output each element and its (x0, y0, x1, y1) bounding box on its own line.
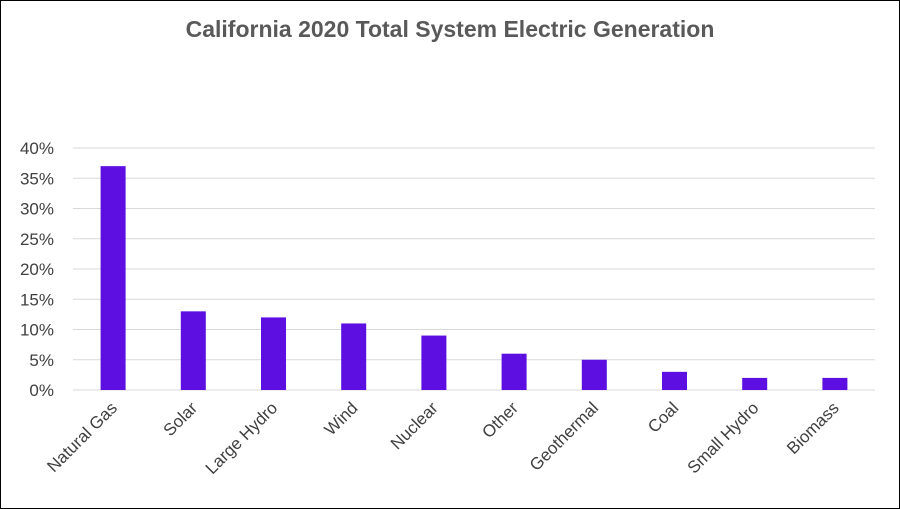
x-axis-category-labels: Natural Gas Solar Large Hydro Wind Nuclear Ot… (43, 398, 842, 478)
gridlines (73, 147, 875, 391)
y-axis-tick-labels: 0% 5% 10% 15% 20% 25% 30% 35% 40% (20, 139, 54, 400)
y-tick-label: 0% (29, 381, 54, 400)
y-tick-label: 40% (20, 139, 54, 158)
x-category-label: Small Hydro (684, 398, 763, 477)
bar (421, 335, 447, 390)
x-category-label: Other (478, 398, 522, 442)
y-tick-label: 5% (29, 351, 54, 370)
y-tick-label: 10% (20, 321, 54, 340)
x-category-label: Wind (321, 398, 362, 439)
y-tick-label: 30% (20, 200, 54, 219)
x-category-label: Biomass (783, 398, 843, 458)
y-tick-label: 15% (20, 290, 54, 309)
bar (581, 359, 607, 390)
x-category-label: Large Hydro (202, 398, 282, 478)
y-tick-label: 25% (20, 230, 54, 249)
x-category-label: Nuclear (387, 398, 442, 453)
bar (822, 377, 848, 390)
bar (501, 353, 527, 390)
bar (180, 311, 206, 390)
bar (742, 377, 768, 390)
y-tick-label: 20% (20, 260, 54, 279)
bar (100, 166, 126, 390)
bar (662, 371, 687, 390)
x-category-label: Natural Gas (43, 398, 121, 476)
y-tick-label: 35% (20, 169, 54, 188)
bar (261, 317, 286, 390)
x-category-label: Solar (160, 398, 202, 440)
bars (100, 166, 848, 390)
x-category-label: Coal (644, 398, 682, 436)
bar (341, 323, 367, 390)
chart-title: California 2020 Total System Electric Ge… (185, 16, 715, 42)
x-category-label: Geothermal (526, 398, 602, 474)
